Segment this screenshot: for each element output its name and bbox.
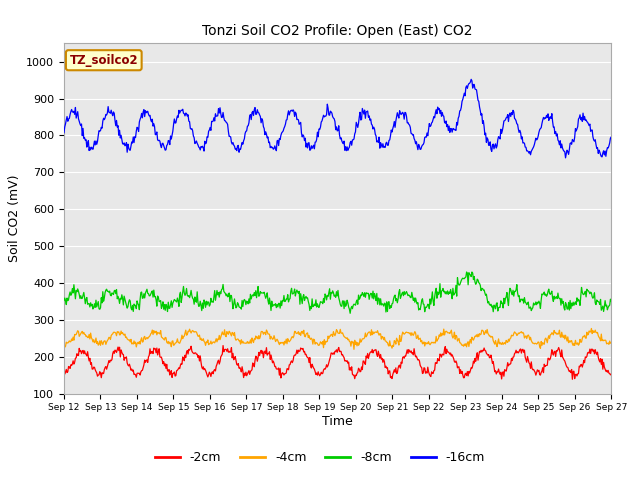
- Title: Tonzi Soil CO2 Profile: Open (East) CO2: Tonzi Soil CO2 Profile: Open (East) CO2: [202, 24, 473, 38]
- Legend: -2cm, -4cm, -8cm, -16cm: -2cm, -4cm, -8cm, -16cm: [150, 446, 490, 469]
- Y-axis label: Soil CO2 (mV): Soil CO2 (mV): [8, 175, 20, 262]
- X-axis label: Time: Time: [322, 415, 353, 428]
- Text: TZ_soilco2: TZ_soilco2: [70, 54, 138, 67]
